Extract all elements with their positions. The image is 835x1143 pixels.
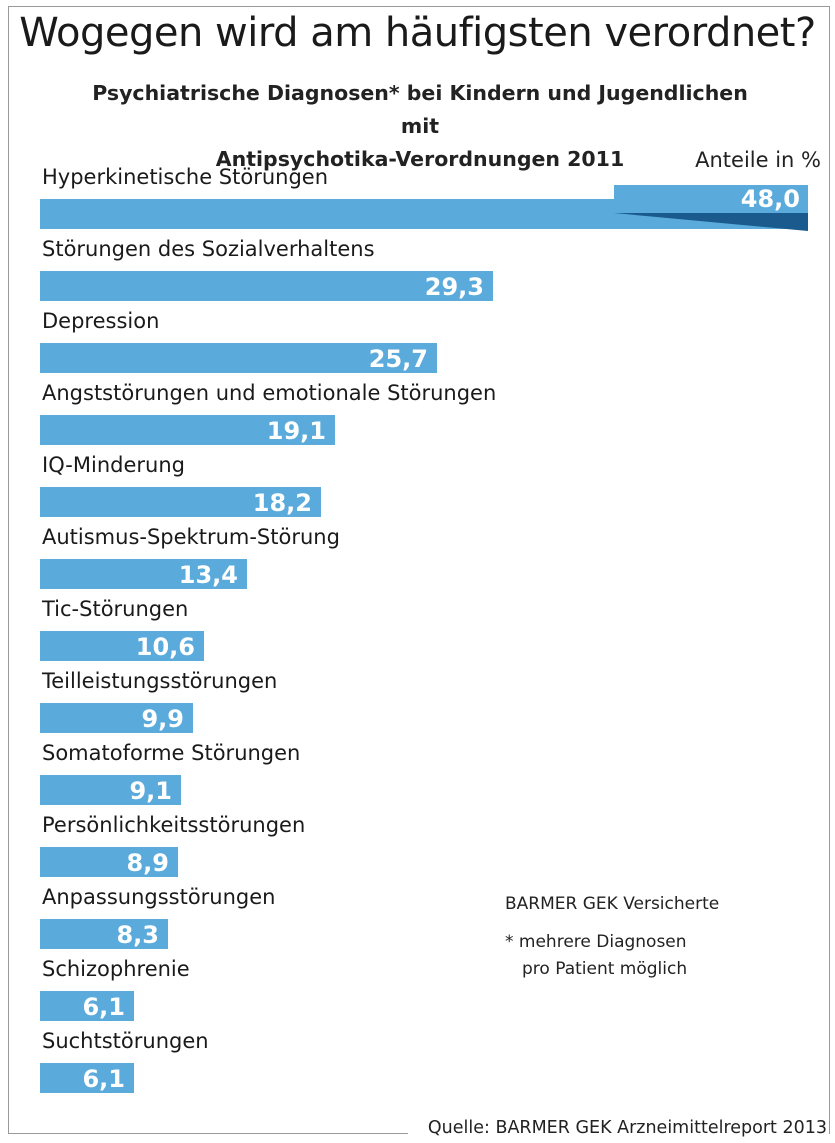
bar-value-label: 8,9 [126, 849, 169, 877]
bar-value-label: 19,1 [266, 417, 326, 445]
chart-title: Wogegen wird am häufigsten verordnet? [19, 10, 816, 56]
bar [40, 487, 321, 517]
bar-label: Schizophrenie [42, 957, 190, 981]
bar-value-label: 29,3 [424, 273, 484, 301]
bar-label: Teilleistungsstörungen [42, 669, 278, 693]
bar-label: Depression [42, 309, 160, 333]
bar [40, 271, 493, 301]
bar-label: Somatoforme Störungen [42, 741, 301, 765]
bar-value-label: 9,9 [141, 705, 184, 733]
bar [40, 631, 204, 661]
bar-label: Persönlichkeitsstörungen [42, 813, 306, 837]
bar-value-label: 13,4 [178, 561, 238, 589]
note-insured: BARMER GEK Versicherte [505, 894, 720, 914]
bar [40, 703, 193, 733]
bar-label: Hyperkinetische Störungen [42, 165, 329, 189]
subtitle-line-1: Psychiatrische Diagnosen* bei Kindern un… [92, 81, 748, 138]
bar-value-label: 10,6 [135, 633, 195, 661]
bar [40, 991, 134, 1021]
source-text: Quelle: BARMER GEK Arzneimittelreport 20… [427, 1118, 827, 1138]
bar-value-label: 18,2 [252, 489, 312, 517]
bar [40, 415, 335, 445]
bar [40, 1063, 134, 1093]
bar-value-label: 25,7 [368, 345, 428, 373]
bar-label: Autismus-Spektrum-Störung [42, 525, 340, 549]
bar [40, 343, 437, 373]
chart-subtitle: Psychiatrische Diagnosen* bei Kindern un… [90, 77, 750, 176]
bar-label: Störungen des Sozialverhaltens [42, 237, 375, 261]
bar-value-label: 48,0 [740, 185, 800, 213]
bar-label: Tic-Störungen [42, 597, 189, 621]
bar-label: IQ-Minderung [42, 453, 185, 477]
bar-label: Suchtstörungen [42, 1029, 209, 1053]
callout-wedge-shape [614, 213, 808, 231]
bar [40, 847, 178, 877]
value-callout [614, 185, 808, 213]
bar [40, 559, 247, 589]
source-rule [8, 1133, 408, 1134]
bar-label: Angststörungen und emotionale Störungen [42, 381, 497, 405]
chart-frame [8, 6, 830, 1134]
bar [40, 775, 181, 805]
bar-value-label: 9,1 [129, 777, 172, 805]
bar-value-label: 6,1 [82, 993, 125, 1021]
footnote-line-1: * mehrere Diagnosen [505, 932, 687, 952]
subtitle-line-2: Antipsychotika-Verordnungen 2011 [215, 147, 625, 171]
bar-value-label: 8,3 [116, 921, 159, 949]
unit-label: Anteile in % [695, 148, 821, 172]
bar-label: Anpassungsstörungen [42, 885, 276, 909]
footnote-line-2: pro Patient möglich [522, 959, 688, 979]
bar-value-label: 6,1 [82, 1065, 125, 1093]
bar [40, 919, 168, 949]
callout-wedge [614, 213, 808, 231]
